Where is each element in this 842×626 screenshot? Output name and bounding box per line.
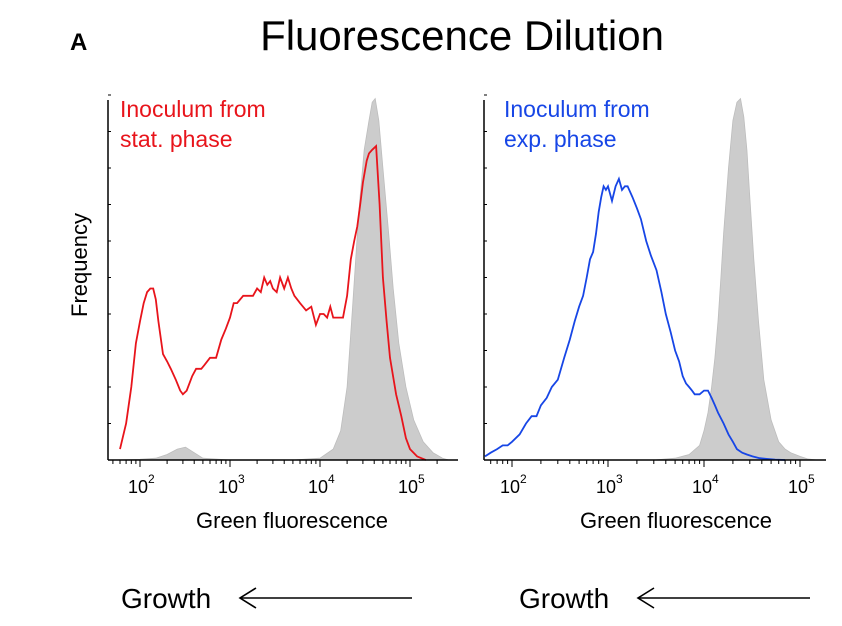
left-x-tick-label: 102 — [128, 472, 155, 497]
arrow-left-icon — [636, 587, 810, 609]
panel-letter: A — [70, 29, 87, 56]
right-y-ticks — [484, 94, 487, 424]
figure-title: Fluorescence Dilution — [260, 12, 664, 59]
right-x-tick-label: 105 — [788, 472, 815, 497]
growth-label-left: Growth — [121, 583, 211, 614]
growth-right: Growth — [519, 583, 810, 614]
right-x-tick-label: 102 — [500, 472, 527, 497]
left-stat-phase-line — [119, 144, 427, 461]
right-annotation-line-2: exp. phase — [504, 126, 617, 152]
left-x-axis-label: Green fluorescence — [196, 508, 388, 533]
right-x-axis-label: Green fluorescence — [580, 508, 772, 533]
growth-left: Growth — [121, 583, 412, 614]
right-gray-fill-group — [653, 97, 817, 461]
left-annotation: Inoculum from stat. phase — [120, 96, 272, 152]
arrow-left-icon — [238, 587, 412, 609]
left-annotation-line-2: stat. phase — [120, 126, 233, 152]
right-reference-histogram — [653, 97, 817, 461]
right-annotation: Inoculum from exp. phase — [504, 96, 656, 152]
chart-right: 102 103 104 105 Inoculum from exp. phase Gr… — [483, 94, 826, 533]
left-annotation-line-1: Inoculum from — [120, 96, 266, 122]
left-x-tick-label: 104 — [308, 472, 335, 497]
right-x-tick-label: 104 — [692, 472, 719, 497]
right-exp-phase-line — [484, 176, 786, 461]
left-x-tick-label: 103 — [218, 472, 245, 497]
growth-label-right: Growth — [519, 583, 609, 614]
left-gray-fill-group — [112, 97, 449, 461]
right-annotation-line-1: Inoculum from — [504, 96, 650, 122]
right-x-ticks: 102 103 104 105 — [490, 460, 815, 497]
left-y-axis-label: Frequency — [67, 213, 92, 317]
right-x-tick-label: 103 — [596, 472, 623, 497]
left-y-ticks — [108, 94, 111, 424]
left-reference-histogram — [112, 97, 449, 461]
chart-left: 102 103 104 105 Inoculum from stat. phase F… — [67, 94, 458, 533]
left-x-ticks: 102 103 104 105 — [112, 460, 438, 497]
left-x-tick-label: 105 — [398, 472, 425, 497]
